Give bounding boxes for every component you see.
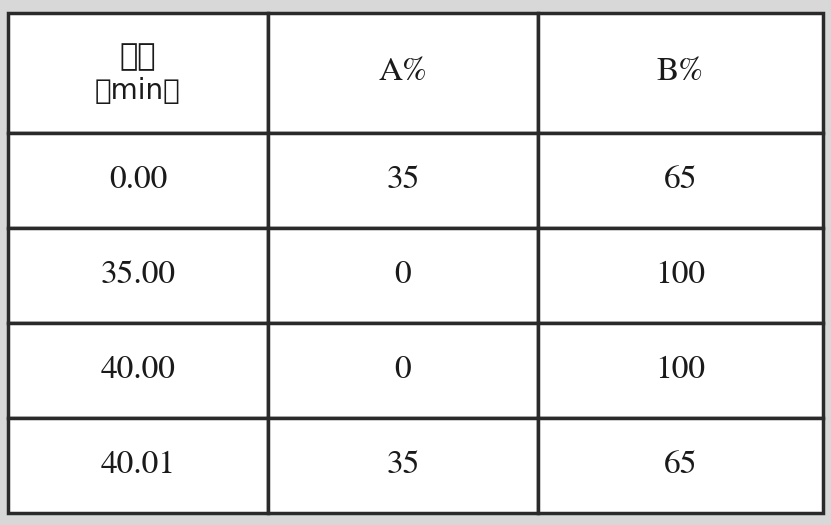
Bar (538, 13, 823, 132)
Bar (268, 132, 538, 227)
Text: 0: 0 (395, 260, 411, 290)
Bar (8, 322, 268, 417)
Text: 65: 65 (664, 165, 697, 195)
Bar (268, 13, 538, 132)
Text: 35: 35 (386, 165, 420, 195)
Text: 100: 100 (656, 260, 706, 290)
Text: （min）: （min） (95, 77, 181, 104)
Bar (268, 322, 538, 417)
Text: B%: B% (657, 58, 704, 87)
Bar (538, 132, 823, 227)
Text: 35: 35 (386, 450, 420, 480)
Bar (268, 227, 538, 322)
Bar (268, 417, 538, 512)
Bar (8, 132, 268, 227)
Bar (538, 417, 823, 512)
Text: 0: 0 (395, 355, 411, 385)
Bar (538, 322, 823, 417)
Text: 0.00: 0.00 (109, 165, 167, 195)
Text: 时间: 时间 (120, 42, 156, 71)
Text: 40.01: 40.01 (101, 450, 175, 480)
Text: 40.00: 40.00 (101, 355, 175, 385)
Bar (8, 13, 268, 132)
Text: A%: A% (379, 58, 427, 87)
Bar (538, 227, 823, 322)
Text: 100: 100 (656, 355, 706, 385)
Text: 65: 65 (664, 450, 697, 480)
Text: 35.00: 35.00 (101, 260, 175, 290)
Bar (8, 227, 268, 322)
Bar (8, 417, 268, 512)
